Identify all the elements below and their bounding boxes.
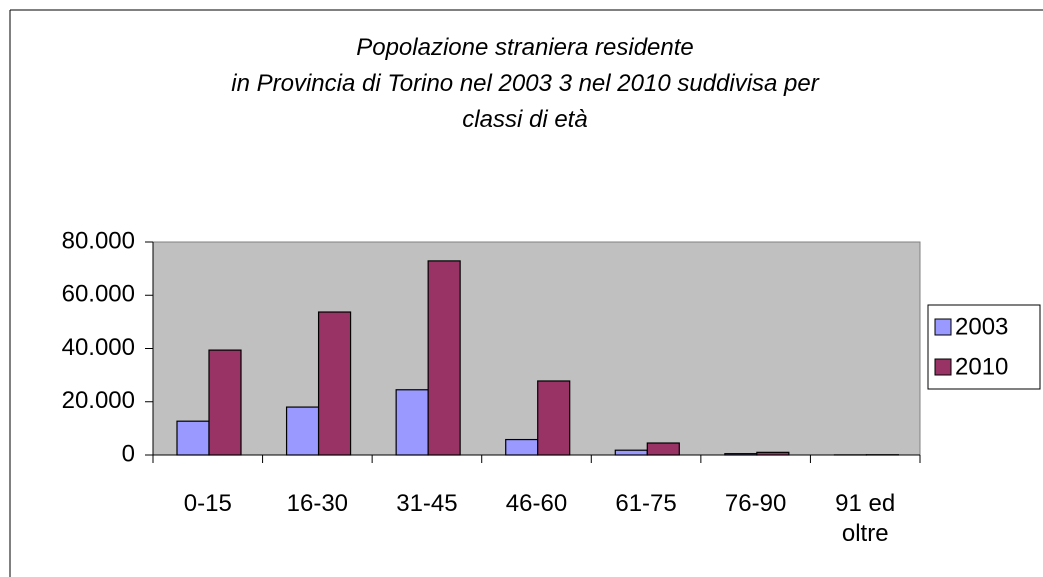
bar (395, 389, 429, 456)
y-tick-label: 40.000 (62, 334, 135, 361)
bar (505, 438, 539, 456)
legend-label: 2010 (955, 353, 1008, 380)
x-tick-label: 0-15 (183, 490, 232, 517)
bar (646, 442, 680, 456)
bar (756, 451, 790, 456)
bar (176, 420, 210, 456)
y-tick-label: 80.000 (62, 227, 135, 254)
bar (208, 349, 242, 456)
legend-swatch (934, 318, 952, 336)
x-tick-label: 76-90 (724, 490, 787, 517)
x-tick-label: 61-75 (615, 490, 677, 517)
y-tick-label: 0 (122, 440, 135, 467)
bar (614, 449, 648, 456)
x-tick-label: 91 ed oltre (835, 490, 896, 547)
plot-area (152, 241, 921, 456)
bar (285, 406, 320, 456)
y-tick-label: 60.000 (62, 281, 135, 308)
bar (317, 311, 352, 456)
bar (427, 260, 461, 456)
chart-title: Popolazione straniera residente in Provi… (231, 34, 819, 133)
bar (724, 453, 758, 456)
legend-label: 2003 (955, 313, 1008, 340)
y-tick-label: 20.000 (62, 387, 135, 414)
bar (537, 380, 571, 456)
x-tick-label: 46-60 (505, 490, 568, 517)
x-tick-label: 16-30 (286, 490, 349, 517)
legend-swatch (934, 358, 952, 376)
x-tick-label: 31-45 (396, 490, 458, 517)
